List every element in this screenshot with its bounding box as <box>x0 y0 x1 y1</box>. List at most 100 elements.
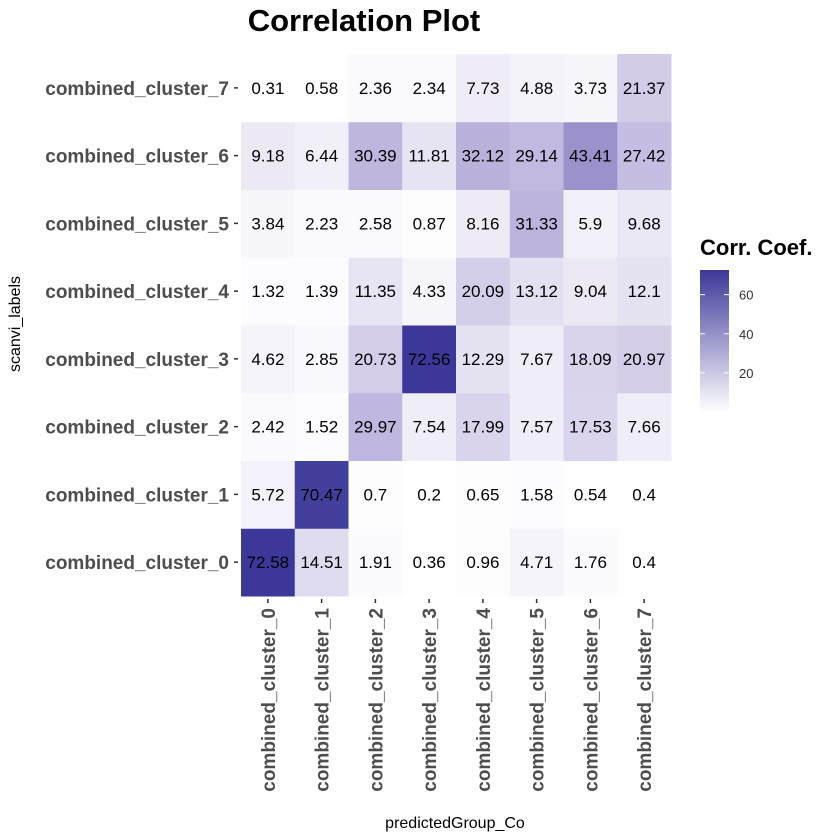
cell-value-label: 13.12 <box>515 282 558 301</box>
heatmap-cell <box>348 189 403 258</box>
cell-value-label: 32.12 <box>462 147 505 166</box>
cell-value-label: 5.9 <box>579 214 603 233</box>
heatmap-cell <box>348 392 403 461</box>
cell-value-label: 29.14 <box>515 147 558 166</box>
legend-tick-label: 60 <box>739 288 753 303</box>
heatmap-cell <box>456 392 511 461</box>
heatmap-cell <box>456 189 511 258</box>
heatmap-cell <box>509 460 564 529</box>
cell-value-label: 7.57 <box>520 418 553 437</box>
cell-value-label: 30.39 <box>354 147 397 166</box>
cell-value-label: 0.87 <box>413 214 446 233</box>
heatmap-cell <box>509 392 564 461</box>
cell-value-label: 70.47 <box>300 485 343 504</box>
cell-value-label: 1.58 <box>520 485 553 504</box>
cell-value-label: 20.73 <box>354 350 397 369</box>
heatmap-cell <box>456 460 511 529</box>
cell-value-label: 27.42 <box>623 147 666 166</box>
cell-value-label: 20.09 <box>462 282 505 301</box>
heatmap-cell <box>348 460 403 529</box>
legend-tick-label: 20 <box>739 366 753 381</box>
cell-value-label: 1.52 <box>305 418 338 437</box>
cell-value-label: 31.33 <box>515 214 558 233</box>
heatmap-cell <box>563 325 618 394</box>
cell-value-label: 9.68 <box>628 214 661 233</box>
x-tick-label: combined_cluster_6 <box>581 608 602 792</box>
heatmap-cell <box>563 54 618 123</box>
cell-value-label: 1.39 <box>305 282 338 301</box>
cell-value-label: 18.09 <box>569 350 612 369</box>
cell-value-label: 72.56 <box>408 350 451 369</box>
cell-value-label: 2.85 <box>305 350 338 369</box>
heatmap-cell <box>617 392 672 461</box>
cell-value-label: 17.53 <box>569 418 612 437</box>
heatmap-cell <box>241 392 296 461</box>
cell-value-label: 72.58 <box>247 553 290 572</box>
cell-value-label: 9.18 <box>251 147 284 166</box>
cell-value-label: 9.04 <box>574 282 607 301</box>
heatmap-cell <box>241 460 296 529</box>
heatmap-cell <box>563 189 618 258</box>
heatmap-cell <box>456 257 511 326</box>
heatmap-cell <box>509 257 564 326</box>
heatmap-cell <box>509 325 564 394</box>
y-tick-label: combined_cluster_5 <box>45 214 229 235</box>
cell-value-label: 8.16 <box>466 214 499 233</box>
cell-value-label: 17.99 <box>462 418 505 437</box>
cell-value-label: 2.36 <box>359 79 392 98</box>
cell-value-label: 0.65 <box>466 485 499 504</box>
heatmap-cell <box>402 392 457 461</box>
cell-value-label: 1.76 <box>574 553 607 572</box>
heatmap-cell <box>348 121 403 190</box>
heatmap-cell <box>617 325 672 394</box>
heatmap-cell <box>294 54 349 123</box>
heatmap-cell <box>509 54 564 123</box>
cell-value-label: 0.7 <box>364 485 388 504</box>
heatmap-cell <box>241 257 296 326</box>
heatmap-cell <box>348 257 403 326</box>
cell-value-label: 2.58 <box>359 214 392 233</box>
heatmap-cell <box>456 54 511 123</box>
heatmap-cell <box>402 54 457 123</box>
heatmap-cell <box>402 189 457 258</box>
cell-value-label: 0.31 <box>251 79 284 98</box>
legend-title: Corr. Coef. <box>700 235 812 260</box>
cell-value-label: 12.29 <box>462 350 505 369</box>
x-tick-label: combined_cluster_7 <box>635 608 656 792</box>
heatmap-cell <box>563 392 618 461</box>
heatmap-cell <box>509 189 564 258</box>
heatmap-cell <box>294 460 349 529</box>
y-axis-ticks: combined_cluster_0 combined_cluster_1 comb… <box>45 79 238 574</box>
heatmap-cell <box>294 392 349 461</box>
cell-value-label: 0.36 <box>413 553 446 572</box>
heatmap-cell <box>456 121 511 190</box>
heatmap-cell <box>294 257 349 326</box>
cell-value-label: 6.44 <box>305 147 338 166</box>
cell-value-label: 1.32 <box>251 282 284 301</box>
cell-value-label: 11.81 <box>408 147 449 166</box>
cell-value-label: 7.67 <box>520 350 553 369</box>
heatmap-cell <box>563 121 618 190</box>
heatmap-cell <box>241 528 296 597</box>
cell-value-label: 7.66 <box>628 418 661 437</box>
heatmap-cell <box>294 189 349 258</box>
heatmap-cell <box>563 528 618 597</box>
legend-colorbar <box>700 270 729 412</box>
heatmap-cell <box>402 325 457 394</box>
x-tick-label: combined_cluster_0 <box>259 608 280 792</box>
legend-ticks: 20 40 60 <box>700 288 753 381</box>
heatmap-cell <box>294 528 349 597</box>
cell-value-label: 14.51 <box>300 553 343 572</box>
heatmap-cell <box>348 54 403 123</box>
y-tick-label: combined_cluster_1 <box>45 485 229 506</box>
cell-value-label: 4.71 <box>520 553 553 572</box>
cell-value-label: 0.54 <box>574 485 607 504</box>
y-tick-label: combined_cluster_3 <box>45 350 229 371</box>
cell-value-label: 0.4 <box>632 553 656 572</box>
cell-value-label: 1.91 <box>359 553 392 572</box>
cell-value-label: 3.84 <box>251 214 284 233</box>
cell-value-label: 2.34 <box>413 79 446 98</box>
heatmap-cell <box>456 528 511 597</box>
cell-value-label: 4.88 <box>520 79 553 98</box>
cell-value-labels: 72.58 14.51 1.91 0.36 0.96 4.71 1.76 0.4 5.72 70.… <box>247 79 666 572</box>
